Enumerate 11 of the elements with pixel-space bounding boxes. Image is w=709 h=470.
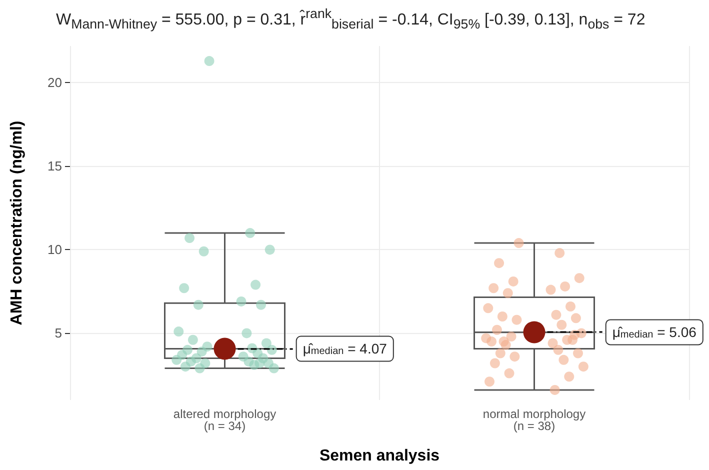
y-tick-label: 10 (48, 242, 62, 258)
y-tick-label: 20 (48, 75, 62, 90)
annotation: μ̂median = 4.07 (302, 340, 388, 358)
x-tick-label: altered morphology (n = 34) (173, 407, 276, 433)
y-tick-label: 15 (48, 158, 62, 174)
x-axis-title: Semen analysis (319, 448, 440, 464)
y-tick-label: 5 (54, 326, 62, 341)
x-tick-label: normal morphology (n = 38) (482, 407, 586, 433)
y-axis-title: AMH concentration (ng/ml) (8, 120, 26, 326)
chart-title: W$_{Mann-Whitney}$ = 555.00, p = 0.31, r̂$^{rank}$$_{biserial}$ = -0.14, CI$_{95%}$ [-0.39, 0.13], n$_{obs}$ = 72 (56, 6, 646, 32)
annotation: μ̂median = 5.06 (612, 324, 697, 341)
